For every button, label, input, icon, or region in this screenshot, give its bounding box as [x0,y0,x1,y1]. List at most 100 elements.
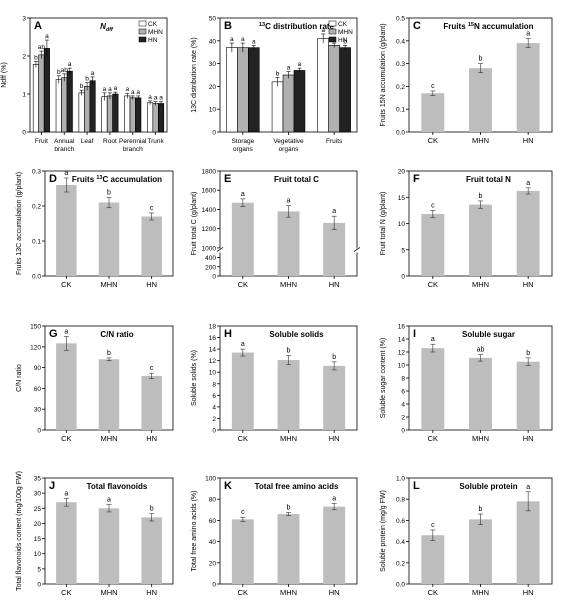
y-tick-label: 10 [209,370,217,377]
panel-letter: I [413,328,416,340]
legend-label: MHN [338,29,353,36]
significance-label: b [34,54,38,61]
legend-label: MHN [148,29,163,36]
significance-label: b [57,69,61,76]
x-tick-label: MHN [100,280,117,289]
panel-letter: E [224,173,231,185]
y-tick-label: 16 [398,324,406,331]
bar [516,501,540,584]
significance-label: b [479,56,483,63]
y-tick-label: 8 [401,376,405,383]
significance-label: a [136,89,140,96]
y-tick-label: 4 [401,402,405,409]
x-tick-label: CK [238,280,248,289]
x-tick-label: CK [428,588,438,597]
y-tick-label: 0.6 [396,518,405,525]
x-tick-label: HN [329,434,340,443]
bar [469,357,492,430]
bar [323,365,346,430]
bar [84,86,91,133]
significance-label: ab [61,67,69,74]
legend-swatch [328,36,337,43]
significance-label: b [150,506,154,513]
bar [231,202,254,276]
panel-c: 0.0 0.1 0.2 0.3 0.4 0.5 C Fruits 15N accumulati… [380,16,553,145]
bar [124,95,131,133]
x-tick-label: Vegetative [273,138,304,145]
y-axis-label: Total free amino acids (%) [191,491,198,572]
chart-title: Fruit total C [274,175,319,184]
x-tick-label: CK [428,434,438,443]
y-tick-label: 20 [34,521,42,528]
y-tick-label: 0 [212,130,216,137]
bar [469,68,492,132]
panel-letter: G [49,328,58,340]
x-tick-label: MHN [472,136,489,145]
panel-letter: F [413,173,420,185]
significance-label: a [64,170,68,177]
panel-g: 0 30 60 90 120 150 G C/N ratio C/N ratio CK MHN HN a… [16,324,174,443]
y-tick-label: 10 [398,221,406,228]
y-tick-label: 0.1 [32,239,41,246]
y-tick-label: 5 [401,247,405,254]
panel-letter: K [224,480,232,492]
y-tick-label: 90 [34,365,42,372]
legend-swatch [138,36,147,43]
bar [112,93,119,133]
y-tick-label: 0 [401,274,405,281]
x-tick-label: Root [103,138,117,145]
y-tick-label: 0.1 [396,107,405,114]
panel-e: 0 200 400 1000 1200 1400 1600 1800 E Fruit total … [191,169,361,289]
significance-label: b [526,350,530,357]
y-tick-label: 18 [209,324,217,331]
bar [421,348,445,430]
y-tick-label: 1.0 [396,476,405,483]
bar [32,64,39,133]
y-tick-label: 12 [209,358,217,365]
bar [226,47,238,133]
y-tick-label: 16 [209,335,217,342]
x-tick-label: CK [61,434,71,443]
y-tick-label: 20 [209,560,217,567]
y-tick-label: 120 [30,344,41,351]
bar [55,79,62,133]
legend-swatch [328,20,337,27]
chart-title: 13C distribution rate [259,22,335,31]
y-tick-label: 10 [209,107,217,114]
bar [282,74,295,133]
legend-swatch [328,28,337,35]
legend-label: HN [338,37,348,44]
x-tick-label: Trunk [147,138,164,145]
y-tick-label: 2 [401,415,405,422]
chart-title: Soluble protein [459,482,517,491]
y-tick-label: 0 [212,582,216,589]
significance-label: ab [38,44,46,51]
x-tick-label: Storage [231,138,254,145]
y-tick-label: 0 [401,428,405,435]
significance-label: a [298,61,302,68]
significance-label: b [332,354,336,361]
chart-title: Fruit total N [466,175,511,184]
y-tick-label: 6 [401,389,405,396]
x-tick-label: MHN [472,588,489,597]
significance-label: a [252,38,256,45]
y-tick-label: 100 [205,476,216,483]
x-tick-label: MHN [472,434,489,443]
significance-label: a [159,95,163,102]
chart-title: Ndff [100,22,114,33]
y-tick-label: 2 [212,416,216,423]
bar [323,506,346,584]
significance-label: a [230,36,234,43]
y-tick-label: 0.4 [396,38,405,45]
panel-letter: B [224,20,232,32]
legend-swatch [138,20,147,27]
significance-label: a [287,198,291,205]
bar [135,97,142,133]
bar [89,80,96,133]
y-tick-label: 0.2 [396,84,405,91]
x-tick-label: MHN [100,588,117,597]
panel-k: 0 20 40 60 80 100 K Total free amino acids Total… [191,476,358,597]
significance-label: c [150,205,154,212]
panel-letter: C [413,20,421,32]
